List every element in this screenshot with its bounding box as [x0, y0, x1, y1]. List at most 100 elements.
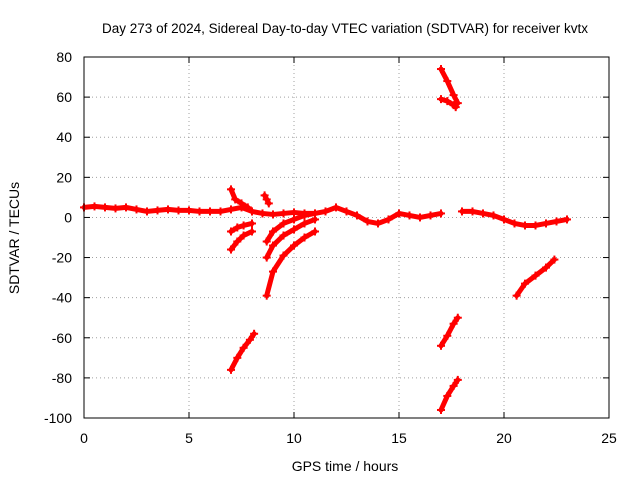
data-point	[260, 191, 269, 200]
y-tick-label: -60	[52, 330, 72, 346]
data-point	[264, 199, 273, 208]
data-point	[227, 365, 235, 374]
series-streak-17h-a	[438, 315, 461, 349]
data-point	[510, 219, 519, 228]
series-arc-9h-c	[264, 228, 318, 299]
data-point	[290, 241, 298, 250]
data-point	[550, 255, 559, 264]
data-point	[542, 263, 550, 272]
data-point	[531, 271, 540, 280]
data-point	[248, 227, 256, 236]
data-point	[227, 185, 235, 194]
data-point	[279, 251, 288, 260]
data-point	[443, 77, 452, 86]
series-line	[438, 315, 461, 349]
y-tick-label: -100	[44, 410, 72, 426]
y-tick-label: 20	[56, 169, 72, 185]
data-point	[143, 207, 151, 216]
data-point	[437, 65, 445, 74]
data-point	[239, 231, 248, 240]
series-streak-17h-top	[438, 66, 461, 106]
x-tick-label: 10	[286, 430, 302, 446]
data-point	[243, 203, 252, 212]
data-point	[290, 215, 298, 224]
data-point	[521, 221, 529, 230]
data-point	[269, 241, 277, 250]
y-axis-label: SDTVAR / TECUs	[6, 182, 22, 294]
data-point	[468, 207, 477, 216]
data-point	[262, 237, 271, 246]
data-point	[290, 225, 298, 234]
data-point	[458, 207, 466, 216]
data-point	[174, 206, 183, 215]
data-point	[290, 208, 298, 217]
y-tick-label: 60	[56, 89, 72, 105]
data-point	[542, 219, 550, 228]
data-point	[227, 205, 235, 214]
data-point	[233, 353, 242, 362]
data-point	[111, 204, 120, 213]
data-point	[269, 227, 277, 236]
data-point	[395, 209, 403, 218]
data-point	[500, 215, 508, 224]
data-point	[453, 313, 462, 322]
data-point	[279, 219, 288, 228]
data-point	[300, 211, 309, 220]
data-point	[195, 207, 204, 216]
series-streak-17h-b	[438, 377, 461, 413]
data-point	[153, 206, 162, 215]
data-point	[416, 213, 424, 222]
data-point	[300, 233, 309, 242]
data-point	[437, 341, 445, 350]
y-tick-label: -20	[52, 250, 72, 266]
data-point	[449, 381, 458, 390]
series-line	[228, 220, 255, 234]
data-point	[258, 209, 267, 218]
x-tick-label: 0	[80, 430, 88, 446]
data-point	[437, 209, 445, 218]
data-point	[342, 207, 351, 216]
data-point	[489, 211, 498, 220]
axis-ticks: 0 5 10 15 20 25 -100 -80 -60 -40 -20 0 20 40 60 80	[44, 49, 617, 446]
y-tick-label: 0	[64, 209, 72, 225]
data-point	[353, 211, 361, 220]
data-point	[269, 210, 277, 219]
data-point	[311, 227, 319, 236]
data-point	[552, 217, 561, 226]
data-point	[122, 203, 130, 212]
y-tick-label: 80	[56, 49, 72, 65]
series-line	[438, 96, 459, 110]
data-point	[262, 253, 271, 262]
data-point	[132, 205, 141, 214]
x-tick-label: 25	[601, 430, 617, 446]
x-tick-label: 5	[185, 430, 193, 446]
x-tick-label: 15	[391, 430, 407, 446]
data-point	[245, 335, 254, 344]
data-point	[451, 103, 460, 112]
series-streak-17h-mid	[438, 96, 459, 110]
data-point	[443, 97, 452, 106]
x-axis-label: GPS time / hours	[292, 458, 399, 474]
data-point	[262, 291, 271, 300]
data-point	[563, 215, 571, 224]
data-point	[321, 207, 330, 216]
data-point	[443, 391, 452, 400]
series-line	[228, 228, 255, 253]
series-line	[438, 66, 461, 106]
data-point	[479, 209, 487, 218]
data-point	[453, 375, 462, 384]
series-band-7h-lower	[228, 220, 255, 234]
data-point	[531, 221, 540, 230]
data-point	[311, 215, 319, 224]
series-line	[438, 377, 461, 413]
data-point	[332, 203, 340, 212]
data-point	[227, 227, 235, 236]
data-point	[512, 291, 521, 300]
y-tick-label: -80	[52, 370, 72, 386]
data-point	[405, 211, 414, 220]
grid	[84, 57, 609, 418]
data-point	[239, 343, 248, 352]
data-point	[233, 223, 242, 232]
data-point	[374, 219, 382, 228]
